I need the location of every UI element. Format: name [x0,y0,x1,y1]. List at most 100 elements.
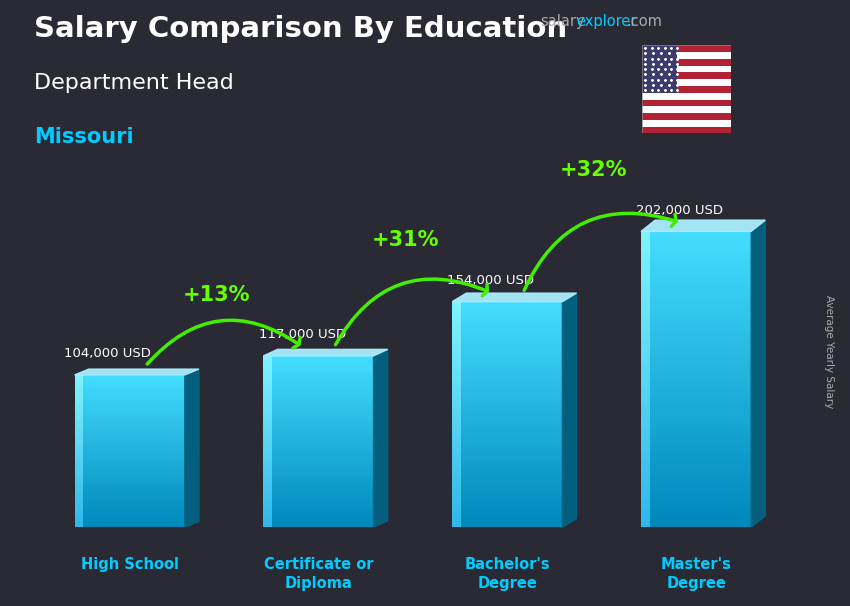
Bar [75,489,184,491]
Bar [452,459,563,462]
Bar [452,411,563,415]
Bar [264,358,272,360]
Bar [75,449,184,451]
Bar [452,423,563,426]
Bar [264,358,373,360]
Bar [75,402,184,404]
Bar [75,466,184,468]
Bar [452,510,461,513]
Bar [452,333,461,336]
Bar [75,447,184,449]
Bar [264,506,373,508]
Bar [452,395,563,398]
Bar [641,387,650,390]
Bar [75,491,83,493]
Bar [641,357,650,361]
Bar [641,453,650,457]
Bar [264,371,373,373]
Bar [264,431,272,433]
Bar [641,320,650,324]
Bar [264,428,373,431]
Bar [641,253,751,258]
Bar [452,398,461,401]
Text: .com: .com [626,14,662,29]
Bar [264,498,373,499]
Bar [264,456,373,459]
Bar [452,403,563,406]
Bar [641,268,650,272]
Bar [75,482,184,484]
Bar [75,495,184,497]
Polygon shape [264,350,388,356]
Bar [642,127,731,133]
Bar [264,431,373,433]
Bar [641,398,751,402]
Bar [452,462,461,465]
Bar [75,470,83,472]
Bar [452,431,563,434]
Polygon shape [75,369,199,375]
Text: Certificate or
Diploma: Certificate or Diploma [264,556,373,591]
Bar [75,444,184,445]
Bar [75,501,83,502]
Bar [264,467,373,470]
Bar [264,461,272,463]
Bar [264,362,373,364]
Bar [452,378,563,381]
Bar [452,381,563,384]
Bar [264,422,373,424]
Bar [264,442,373,444]
Bar [452,434,461,437]
Text: 104,000 USD: 104,000 USD [64,347,150,360]
Bar [452,358,461,361]
Bar [452,415,563,418]
Bar [641,453,751,457]
Bar [264,470,373,471]
Bar [452,384,563,386]
Bar [641,435,751,439]
Bar [452,485,461,488]
Bar [641,390,751,394]
Bar [452,369,563,372]
Bar [641,253,650,258]
Bar [452,471,461,474]
Bar [264,438,373,439]
Bar [641,302,751,305]
Bar [264,508,272,510]
Bar [264,424,373,427]
Bar [75,504,83,506]
Bar [264,435,272,438]
Bar [75,478,184,479]
Bar [641,309,650,313]
Bar [452,313,461,316]
Bar [75,525,184,527]
Text: +13%: +13% [183,285,250,305]
Bar [641,372,751,376]
Bar [75,390,184,392]
Bar [75,495,83,497]
Bar [452,493,563,496]
Bar [452,384,461,386]
Bar [264,471,272,474]
Bar [641,239,650,242]
Bar [452,389,461,392]
Bar [452,327,563,330]
Bar [641,487,751,490]
Bar [452,327,461,330]
Bar [264,405,373,407]
Bar [452,336,563,338]
Bar [452,355,461,358]
Bar [75,422,184,424]
Bar [264,512,272,514]
Bar [264,521,272,523]
Bar [452,310,461,313]
Bar [264,373,272,375]
Polygon shape [184,369,199,527]
Bar [452,307,563,310]
Bar [452,302,461,304]
Text: 202,000 USD: 202,000 USD [637,204,723,217]
Bar [641,261,650,265]
Bar [641,287,650,290]
Bar [641,287,751,290]
Bar [264,360,272,362]
